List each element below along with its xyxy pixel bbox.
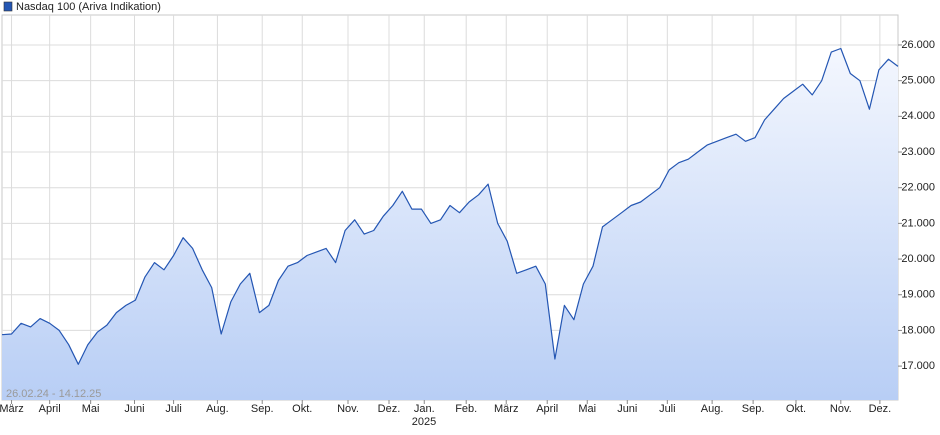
- x-tick-label: Jan.: [414, 403, 435, 415]
- x-tick-label: April: [536, 403, 558, 415]
- area-fill: [2, 48, 898, 400]
- x-tick-label: Mai: [82, 403, 100, 415]
- date-range: 26.02.24 - 14.12.25: [6, 388, 101, 400]
- x-tick-label: Okt.: [292, 403, 312, 415]
- y-tick-label: 20.000: [901, 253, 935, 265]
- x-tick-label: Dez.: [378, 403, 401, 415]
- y-tick-label: 18.000: [901, 324, 935, 336]
- x-tick-label: April: [39, 403, 61, 415]
- y-tick-label: 21.000: [901, 217, 935, 229]
- price-line: [1, 47, 899, 365]
- x-tick-label: März: [494, 403, 518, 415]
- x-tick-label: Sep.: [742, 403, 765, 415]
- x-tick-label: Okt.: [786, 403, 806, 415]
- y-tick-label: 22.000: [901, 182, 935, 194]
- y-tick-label: 17.000: [901, 360, 935, 372]
- x-tick-label: Nov.: [830, 403, 852, 415]
- x-tick-label: Feb.: [455, 403, 477, 415]
- y-tick-label: 23.000: [901, 146, 935, 158]
- x-tick-label: Juni: [124, 403, 144, 415]
- x-tick-label: Aug.: [206, 403, 229, 415]
- x-tick-label: Nov.: [337, 403, 359, 415]
- x-tick-label: Juli: [659, 403, 676, 415]
- x-tick-label: Sep.: [251, 403, 274, 415]
- y-tick-label: 19.000: [901, 289, 935, 301]
- x-tick-label: Mai: [578, 403, 596, 415]
- y-tick-label: 26.000: [901, 39, 935, 51]
- y-tick-label: 24.000: [901, 110, 935, 122]
- axes: 17.000 18.000 19.000 20.000 21.000 22.000 23.0…: [0, 39, 935, 415]
- year-label: 2025: [412, 416, 436, 428]
- x-tick-label: Juni: [617, 403, 637, 415]
- x-tick-label: Aug.: [701, 403, 724, 415]
- x-tick-label: Dez.: [869, 403, 892, 415]
- legend-swatch: [3, 1, 13, 12]
- y-tick-label: 25.000: [901, 75, 935, 87]
- marks: [1, 47, 899, 400]
- x-tick-label: Juli: [165, 403, 182, 415]
- legend-label: Nasdaq 100 (Ariva Indikation): [16, 1, 161, 13]
- x-tick-label: März: [0, 403, 24, 415]
